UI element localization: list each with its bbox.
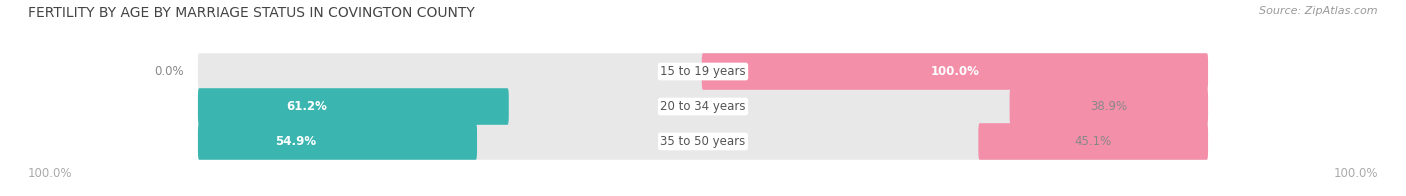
FancyBboxPatch shape xyxy=(702,53,1208,90)
FancyBboxPatch shape xyxy=(198,88,509,125)
Text: 0.0%: 0.0% xyxy=(155,65,184,78)
FancyBboxPatch shape xyxy=(198,53,1208,90)
Text: 20 to 34 years: 20 to 34 years xyxy=(661,100,745,113)
Text: 61.2%: 61.2% xyxy=(287,100,328,113)
Text: 54.9%: 54.9% xyxy=(276,135,316,148)
FancyBboxPatch shape xyxy=(1010,88,1208,125)
Text: 100.0%: 100.0% xyxy=(28,167,73,180)
Legend: Married, Unmarried: Married, Unmarried xyxy=(624,191,782,196)
Text: 45.1%: 45.1% xyxy=(1074,135,1112,148)
Text: 15 to 19 years: 15 to 19 years xyxy=(661,65,745,78)
Text: 35 to 50 years: 35 to 50 years xyxy=(661,135,745,148)
Text: 100.0%: 100.0% xyxy=(1333,167,1378,180)
FancyBboxPatch shape xyxy=(979,123,1208,160)
FancyBboxPatch shape xyxy=(198,123,1208,160)
Text: FERTILITY BY AGE BY MARRIAGE STATUS IN COVINGTON COUNTY: FERTILITY BY AGE BY MARRIAGE STATUS IN C… xyxy=(28,6,475,20)
Text: Source: ZipAtlas.com: Source: ZipAtlas.com xyxy=(1260,6,1378,16)
FancyBboxPatch shape xyxy=(198,88,1208,125)
Text: 100.0%: 100.0% xyxy=(931,65,980,78)
Text: 38.9%: 38.9% xyxy=(1090,100,1128,113)
FancyBboxPatch shape xyxy=(198,123,477,160)
